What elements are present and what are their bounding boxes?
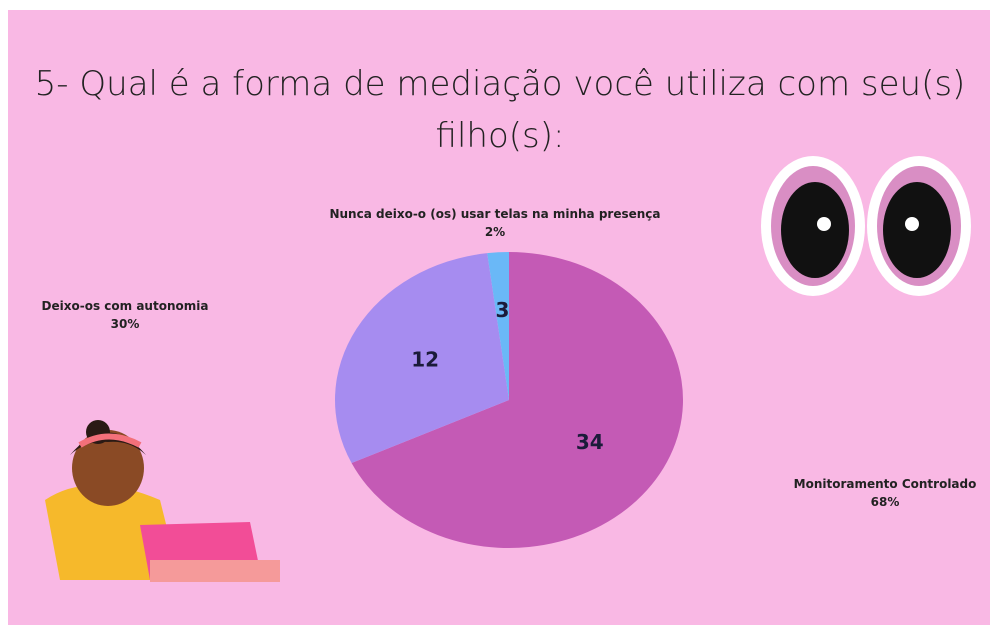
value-label: 3 [495, 298, 509, 322]
slice-percent: 68% [871, 495, 900, 509]
pie-slice [487, 252, 509, 400]
slice-label: Monitoramento Controlado [794, 477, 977, 491]
eyes-decoration [761, 156, 971, 296]
chart-title: 5- Qual é a forma de mediação você utili… [34, 64, 966, 156]
value-label: 12 [411, 347, 439, 371]
pie-slice [351, 252, 683, 548]
slice-label: Nunca deixo-o (os) usar telas na minha p… [329, 207, 660, 221]
slice-label: Deixo-os com autonomia [42, 299, 209, 313]
value-label: 34 [576, 430, 604, 454]
slice-percent: 2% [485, 225, 505, 239]
girl-decoration [45, 420, 280, 582]
slice-percent: 30% [111, 317, 140, 331]
pie-slice [335, 253, 509, 464]
